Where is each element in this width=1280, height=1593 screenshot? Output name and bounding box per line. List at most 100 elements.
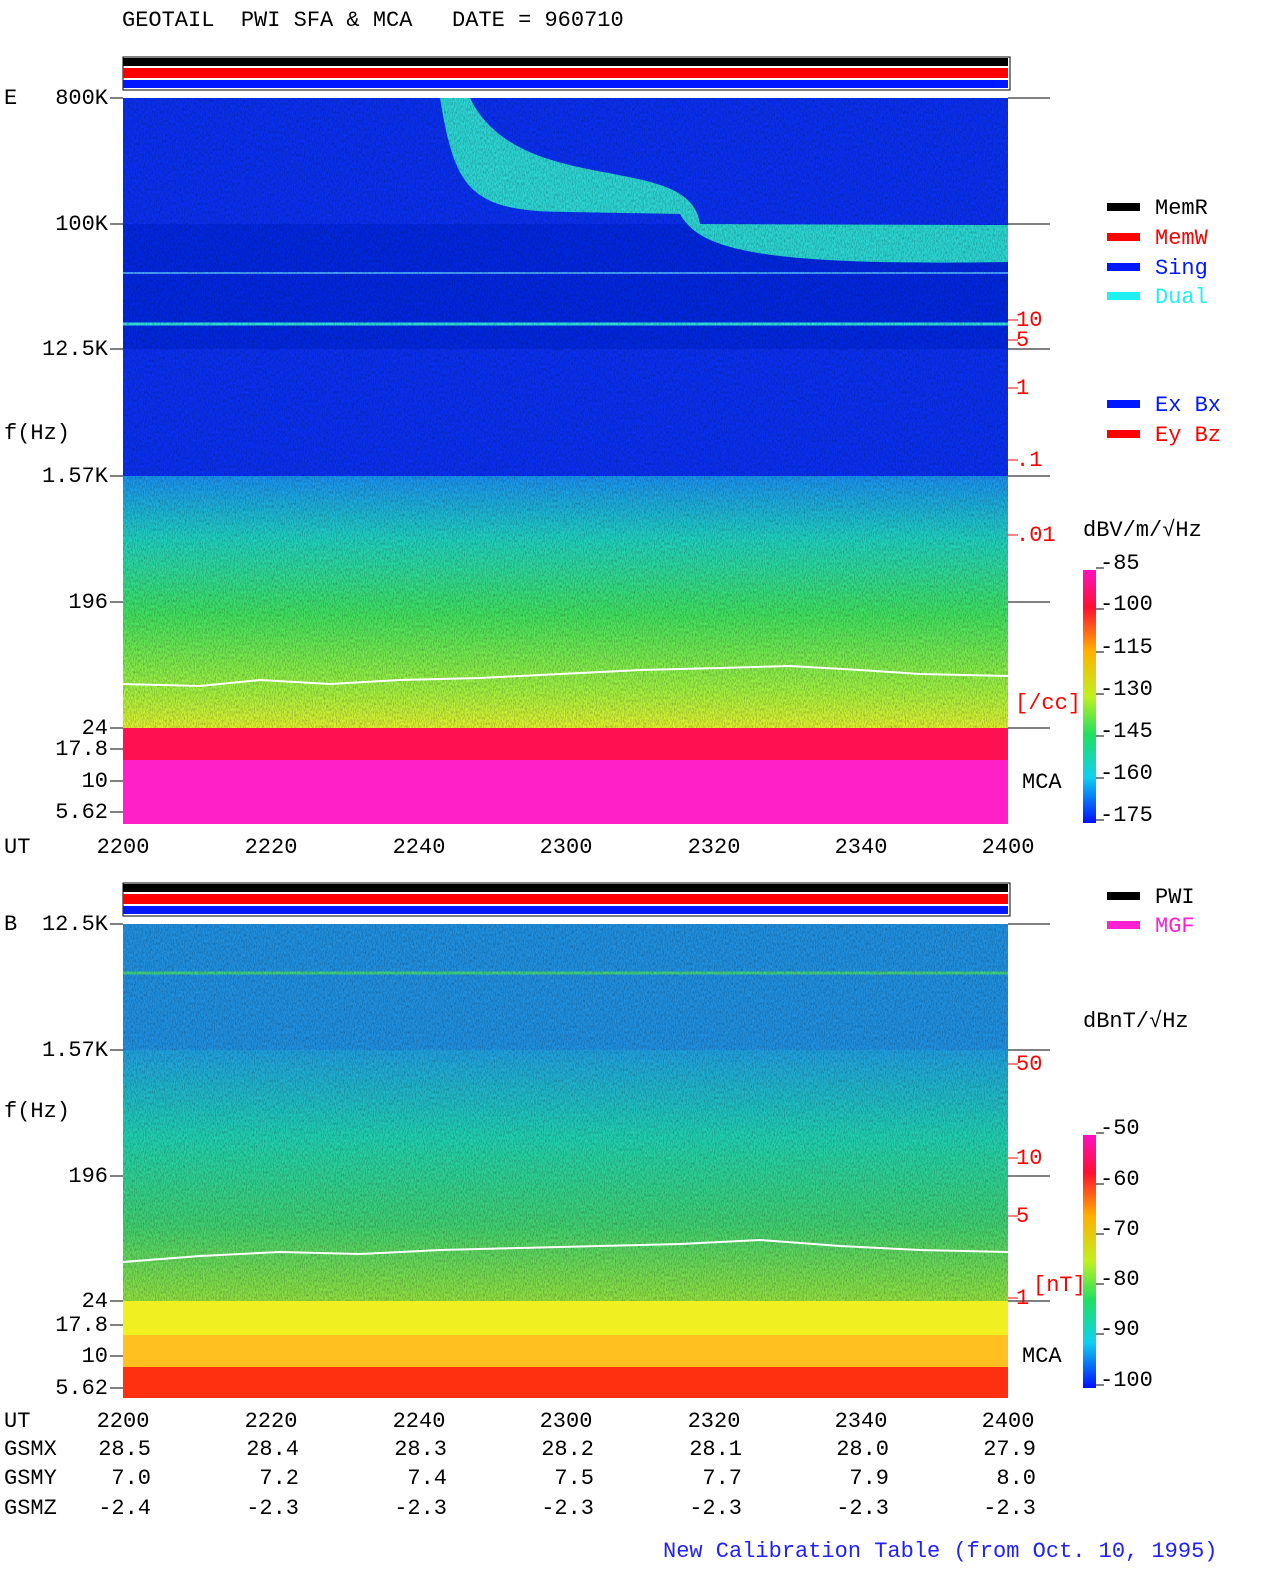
orbit-value: 7.0: [111, 1466, 151, 1491]
colorbar-unit: dBV/m/√Hz: [1083, 518, 1202, 543]
y-tick-label: 24: [82, 1289, 108, 1314]
panel-b-spectrogram: [122, 924, 1009, 1398]
legend-label: PWI: [1155, 885, 1195, 910]
orbit-value: -2.3: [394, 1496, 447, 1521]
y-tick-label: 24: [82, 716, 108, 741]
legend-label: MGF: [1155, 914, 1195, 939]
orbit-value: -2.3: [983, 1496, 1036, 1521]
y-axis-label: f(Hz): [4, 421, 70, 446]
colorbar-tick-label: -90: [1100, 1317, 1140, 1342]
x-tick-label: 2240: [393, 1409, 446, 1434]
y-tick-label: 5.62: [55, 1376, 108, 1401]
x-tick-label: 2220: [245, 1409, 298, 1434]
status-bars: [122, 56, 1011, 917]
x-tick-label: 2320: [688, 1409, 741, 1434]
orbit-value: -2.3: [541, 1496, 594, 1521]
orbit-value: -2.4: [98, 1496, 151, 1521]
legend-swatch: [1107, 921, 1140, 929]
mca-label: MCA: [1022, 770, 1062, 795]
orbit-value: 28.0: [836, 1437, 889, 1462]
legend-swatch: [1107, 203, 1140, 211]
title: GEOTAIL PWI SFA & MCA DATE = 960710: [122, 8, 624, 33]
y-tick-label: 1.57K: [42, 464, 109, 489]
mca-label: MCA: [1022, 1344, 1062, 1369]
colorbar-tick-label: -100: [1100, 1368, 1153, 1393]
y-axis-label: f(Hz): [4, 1099, 70, 1124]
legend-swatch: [1107, 892, 1140, 900]
orbit-value: 28.1: [689, 1437, 742, 1462]
panel-e-spectrogram: [122, 98, 1009, 824]
legend-swatch: [1107, 400, 1140, 408]
y-tick-label: 196: [68, 590, 108, 615]
density-tick-label: 5: [1016, 328, 1029, 353]
density-tick-label: .01: [1016, 523, 1056, 548]
orbit-value: -2.3: [246, 1496, 299, 1521]
orbit-value: 7.9: [849, 1466, 889, 1491]
x-tick-label: 2300: [540, 835, 593, 860]
colorbar-tick-label: -85: [1100, 551, 1140, 576]
field-tick-label: 1: [1016, 1286, 1029, 1311]
y-tick-label: 17.8: [55, 1313, 108, 1338]
colorbar-tick-label: -115: [1100, 635, 1153, 660]
colorbar-tick-label: -70: [1100, 1217, 1140, 1242]
colorbar-tick-label: -100: [1100, 592, 1153, 617]
x-tick-label: 2340: [835, 1409, 888, 1434]
y-tick-label: 100K: [55, 212, 109, 237]
panel-label: B: [4, 912, 17, 937]
x-tick-label: 2200: [97, 1409, 150, 1434]
x-tick-label: 2400: [982, 1409, 1035, 1434]
colorbar-tick-label: -60: [1100, 1167, 1140, 1192]
x-axis-label: UT: [4, 835, 30, 860]
field-tick-label: 50: [1016, 1052, 1042, 1077]
x-tick-label: 2220: [245, 835, 298, 860]
orbit-value: 7.5: [554, 1466, 594, 1491]
density-tick-label: .1: [1016, 448, 1042, 473]
legend-swatch: [1107, 263, 1140, 271]
y-tick-label: 800K: [55, 86, 109, 111]
legend-swatch: [1107, 430, 1140, 438]
orbit-value: -2.3: [689, 1496, 742, 1521]
legend-label: Ex Bx: [1155, 393, 1221, 418]
colorbar-tick-label: -50: [1100, 1116, 1140, 1141]
colorbar-tick-label: -160: [1100, 761, 1153, 786]
x-tick-label: 2300: [540, 1409, 593, 1434]
y-tick-label: 12.5K: [42, 912, 109, 937]
legend-swatch: [1107, 233, 1140, 241]
y-tick-label: 12.5K: [42, 337, 109, 362]
orbit-value: 28.5: [98, 1437, 151, 1462]
y-tick-label: 17.8: [55, 737, 108, 762]
orbit-value: 8.0: [996, 1466, 1036, 1491]
y-tick-label: 10: [82, 769, 108, 794]
orbit-value: 7.4: [407, 1466, 447, 1491]
orbit-row-label: GSMZ: [4, 1496, 57, 1521]
x-axis-label: UT: [4, 1409, 30, 1434]
legend-label: Dual: [1155, 285, 1208, 310]
colorbar-tick-label: -145: [1100, 719, 1153, 744]
orbit-value: -2.3: [836, 1496, 889, 1521]
x-tick-label: 2200: [97, 835, 150, 860]
x-tick-label: 2340: [835, 835, 888, 860]
orbit-value: 7.2: [259, 1466, 299, 1491]
density-tick-label: 10: [1016, 308, 1042, 333]
orbit-value: 28.2: [541, 1437, 594, 1462]
field-tick-label: 5: [1016, 1204, 1029, 1229]
colorbar-unit: dBnT/√Hz: [1083, 1009, 1189, 1034]
orbit-value: 7.7: [702, 1466, 742, 1491]
density-tick-label: 1: [1016, 376, 1029, 401]
legend-label: MemW: [1155, 226, 1209, 251]
colorbar-tick-label: -175: [1100, 803, 1153, 828]
legend-label: MemR: [1155, 196, 1208, 221]
legend-swatch: [1107, 292, 1140, 300]
panel-label: E: [4, 86, 17, 111]
orbit-value: 28.3: [394, 1437, 447, 1462]
colorbar: [1083, 570, 1096, 823]
field-unit: [nT]: [1033, 1273, 1086, 1298]
y-tick-label: 1.57K: [42, 1038, 109, 1063]
x-tick-label: 2240: [393, 835, 446, 860]
colorbar-tick-label: -130: [1100, 677, 1153, 702]
y-tick-label: 10: [82, 1344, 108, 1369]
orbit-value: 27.9: [983, 1437, 1036, 1462]
density-unit: [/cc]: [1015, 691, 1081, 716]
orbit-value: 28.4: [246, 1437, 299, 1462]
legend-label: Ey Bz: [1155, 423, 1221, 448]
